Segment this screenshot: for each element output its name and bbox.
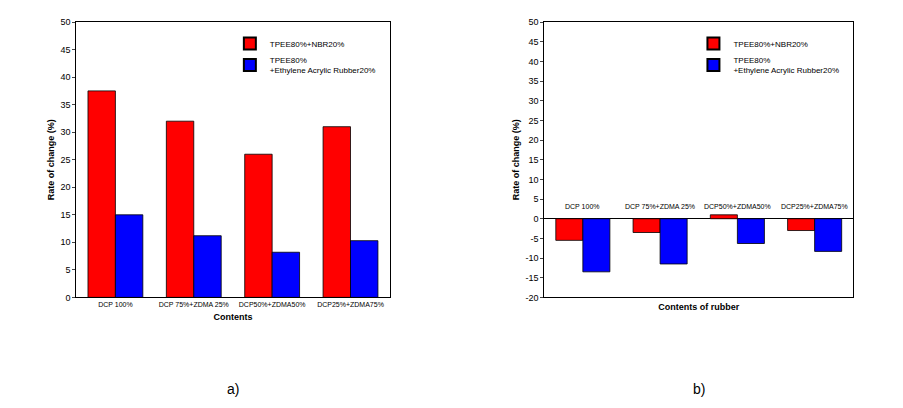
svg-text:5: 5: [533, 194, 538, 204]
svg-text:Rate of change (%): Rate of change (%): [511, 119, 521, 200]
svg-text:-20: -20: [525, 293, 538, 303]
svg-text:Contents of rubber: Contents of rubber: [658, 302, 739, 312]
svg-text:15: 15: [528, 155, 538, 165]
svg-text:40: 40: [528, 57, 538, 67]
svg-text:DCP25%+ZDMA75%: DCP25%+ZDMA75%: [781, 203, 848, 210]
svg-text:20: 20: [60, 182, 70, 192]
svg-text:40: 40: [60, 72, 70, 82]
svg-text:DCP 100%: DCP 100%: [98, 301, 133, 308]
svg-text:50: 50: [528, 17, 538, 27]
svg-text:DCP 75%+ZDMA 25%: DCP 75%+ZDMA 25%: [625, 203, 695, 210]
svg-text:TPEE80%+Ethylene Acrylic Rubbe: TPEE80%+Ethylene Acrylic Rubber20%: [733, 56, 839, 75]
svg-text:TPEE80%+NBR20%: TPEE80%+NBR20%: [270, 40, 344, 49]
svg-text:45: 45: [60, 45, 70, 55]
svg-text:35: 35: [60, 100, 70, 110]
svg-text:35: 35: [528, 76, 538, 86]
svg-text:-5: -5: [530, 234, 538, 244]
svg-text:0: 0: [65, 293, 70, 303]
svg-text:DCP50%+ZDMA50%: DCP50%+ZDMA50%: [239, 301, 306, 308]
svg-text:DCP50%+ZDMA50%: DCP50%+ZDMA50%: [704, 203, 771, 210]
svg-text:TPEE80%+Ethylene Acrylic Rubbe: TPEE80%+Ethylene Acrylic Rubber20%: [270, 56, 376, 75]
svg-text:30: 30: [528, 96, 538, 106]
svg-text:45: 45: [528, 37, 538, 47]
svg-text:b): b): [693, 381, 705, 397]
svg-text:10: 10: [60, 237, 70, 247]
svg-text:TPEE80%+NBR20%: TPEE80%+NBR20%: [733, 40, 807, 49]
svg-text:20: 20: [528, 135, 538, 145]
svg-text:DCP25%+ZDMA75%: DCP25%+ZDMA75%: [317, 301, 384, 308]
svg-text:50: 50: [60, 17, 70, 27]
svg-text:a): a): [227, 381, 239, 397]
svg-text:Rate of change (%): Rate of change (%): [46, 119, 56, 200]
svg-text:Contents: Contents: [213, 312, 252, 322]
svg-text:5: 5: [65, 265, 70, 275]
svg-text:-10: -10: [525, 253, 538, 263]
svg-text:25: 25: [60, 155, 70, 165]
svg-text:15: 15: [60, 210, 70, 220]
svg-text:DCP 100%: DCP 100%: [565, 203, 600, 210]
svg-text:30: 30: [60, 127, 70, 137]
svg-text:-15: -15: [525, 273, 538, 283]
svg-text:10: 10: [528, 175, 538, 185]
svg-text:0: 0: [533, 214, 538, 224]
svg-text:DCP 75%+ZDMA 25%: DCP 75%+ZDMA 25%: [159, 301, 229, 308]
svg-text:25: 25: [528, 116, 538, 126]
